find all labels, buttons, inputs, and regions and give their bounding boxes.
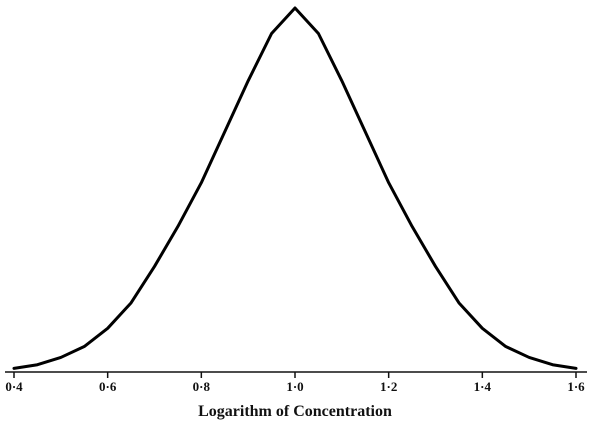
x-axis-title: Logarithm of Concentration [198, 403, 392, 420]
x-tick-label: 1·6 [567, 379, 585, 394]
x-tick-label: 0·6 [99, 379, 117, 394]
x-tick-label: 0·4 [5, 379, 23, 394]
x-tick-label: 0·8 [193, 379, 211, 394]
x-tick-label: 1·0 [286, 379, 303, 394]
x-tick-label: 1·2 [380, 379, 397, 394]
x-tick-label: 1·4 [474, 379, 492, 394]
curve [12, 6, 578, 370]
